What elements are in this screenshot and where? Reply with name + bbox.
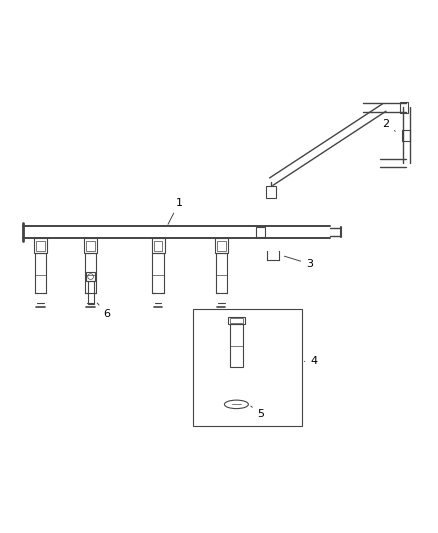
Bar <box>152 253 164 293</box>
Bar <box>399 102 408 113</box>
Text: 6: 6 <box>97 303 111 319</box>
Bar <box>217 241 226 251</box>
Bar <box>215 253 227 293</box>
Bar <box>86 241 95 251</box>
Bar <box>36 241 45 251</box>
Text: 2: 2 <box>382 119 395 131</box>
Bar <box>402 130 410 141</box>
Bar <box>228 317 245 324</box>
Bar <box>215 238 228 253</box>
Text: 5: 5 <box>251 406 264 419</box>
Bar <box>154 241 162 251</box>
Bar <box>85 253 96 293</box>
Text: 1: 1 <box>168 198 183 224</box>
Text: 4: 4 <box>304 357 318 366</box>
Bar <box>266 187 276 198</box>
Bar <box>35 253 46 293</box>
Bar <box>152 238 165 253</box>
Bar <box>230 324 243 367</box>
Bar <box>193 309 302 425</box>
Bar <box>230 318 243 322</box>
Bar <box>86 272 95 281</box>
Bar <box>84 238 97 253</box>
Text: 3: 3 <box>284 256 313 269</box>
Bar <box>34 238 47 253</box>
Bar <box>88 281 94 304</box>
Bar <box>256 227 265 237</box>
